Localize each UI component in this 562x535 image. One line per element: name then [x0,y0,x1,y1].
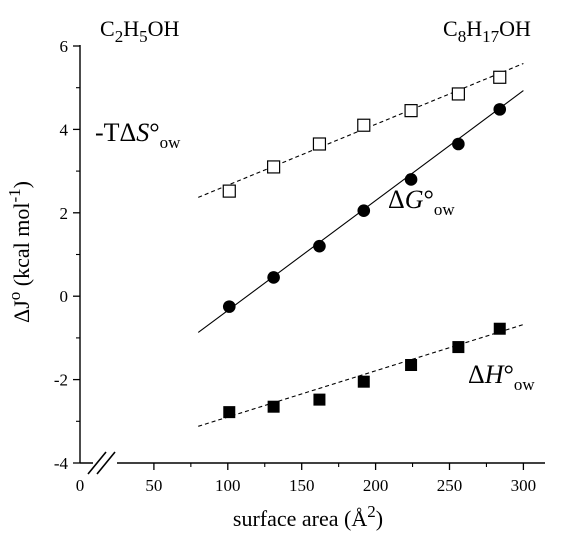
point-G [313,239,326,253]
x-tick-label: 300 [511,476,537,495]
y-tick-label: 4 [60,120,69,139]
point-TS [312,137,327,151]
point-TS [267,160,281,174]
formula-octanol: C8H17OH [443,16,531,46]
point-TS [222,184,236,198]
point-H [452,341,465,354]
x-tick-label: 50 [145,476,162,495]
y-ticks: -4 -2 0 2 4 6 [54,37,80,473]
point-TS [404,104,418,118]
point-TS [451,87,465,101]
point-G [357,204,371,218]
x-tick-label: 200 [363,476,389,495]
y-tick-label: -4 [54,454,69,473]
point-TS [357,118,371,132]
point-G [452,137,465,151]
label-h: ΔH°ow [468,360,535,394]
point-G [404,173,418,186]
y-tick-label: 6 [60,37,69,56]
x-ticks: 0 50 100 150 200 250 300 [76,463,536,495]
point-H [267,400,280,413]
point-H [493,322,506,335]
point-G [222,300,236,313]
markers [222,70,507,419]
label-ts: -TΔS°ow [95,118,181,152]
y-axis-title: ΔJo (kcal mol-1) [5,181,34,323]
x-tick-label: 100 [215,476,241,495]
point-H [313,393,326,406]
x-tick-label: 150 [289,476,315,495]
point-G [267,271,280,284]
y-tick-label: -2 [54,371,68,390]
point-G [493,103,507,116]
x-tick-label: 0 [76,476,85,495]
x-tick-label: 250 [437,476,463,495]
x-axis-title: surface area (Å2) [233,502,383,531]
point-H [223,406,236,419]
axis-break-mark [87,451,117,475]
y-tick-label: 2 [60,204,69,223]
y-tick-label: 0 [60,287,69,306]
point-H [405,359,418,372]
label-g: ΔG°ow [388,185,455,219]
fit-line-H [198,324,524,427]
point-H [357,375,370,388]
formula-ethanol: C2H5OH [100,16,179,46]
point-TS [493,70,507,84]
